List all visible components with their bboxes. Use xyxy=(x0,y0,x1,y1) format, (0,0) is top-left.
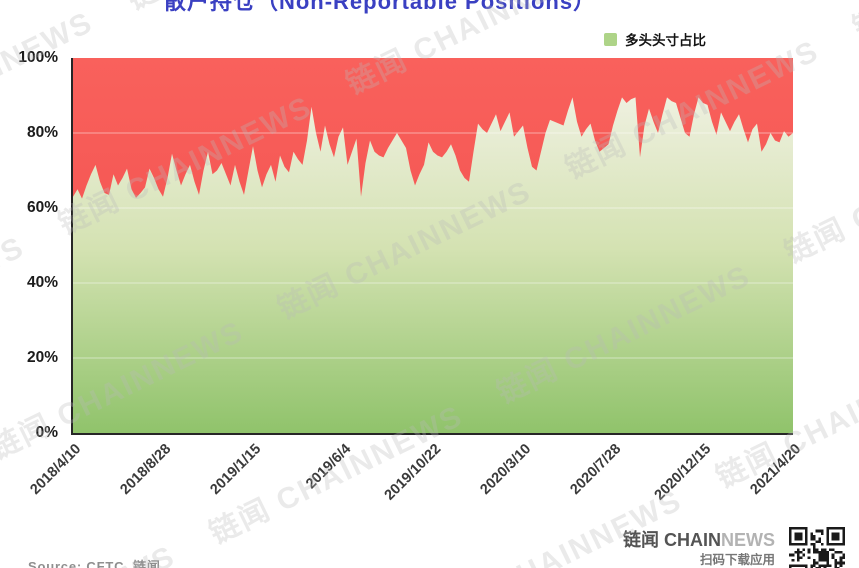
y-axis: 100% 80% 60% 40% 20% 0% xyxy=(0,0,64,450)
y-tick-label: 80% xyxy=(26,124,58,141)
brand-wordmark: 链闻 CHAINNEWS xyxy=(623,530,775,551)
legend-label: 多头头寸占比 xyxy=(625,33,706,48)
x-axis: 2018/4/10 2018/8/28 2019/1/15 2019/6/4 2019/… xyxy=(0,0,859,504)
brand-tagline: 扫码下载应用 xyxy=(699,552,775,567)
legend-swatch-icon xyxy=(604,32,617,46)
y-tick-label: 40% xyxy=(26,274,58,291)
y-tick-label: 20% xyxy=(26,349,58,366)
brand-cn: 链闻 xyxy=(623,530,659,550)
chart-title: 散户持仓（Non-Reportable Positions） xyxy=(163,0,597,14)
plot-area xyxy=(71,58,793,435)
y-tick-label: 100% xyxy=(18,49,58,66)
brand-en-light: NEWS xyxy=(721,530,775,550)
footer-brand: 链闻 CHAINNEWS 扫码下载应用 xyxy=(623,530,775,567)
y-tick-label: 0% xyxy=(35,424,58,441)
legend[interactable]: 多头头寸占比 xyxy=(604,29,706,49)
y-tick-label: 60% xyxy=(26,199,58,216)
qr-code xyxy=(789,527,845,568)
area-chart xyxy=(73,58,793,433)
source-note: Source: CFTC, 链闻 xyxy=(28,559,161,568)
brand-en-strong: CHAIN xyxy=(664,530,721,550)
